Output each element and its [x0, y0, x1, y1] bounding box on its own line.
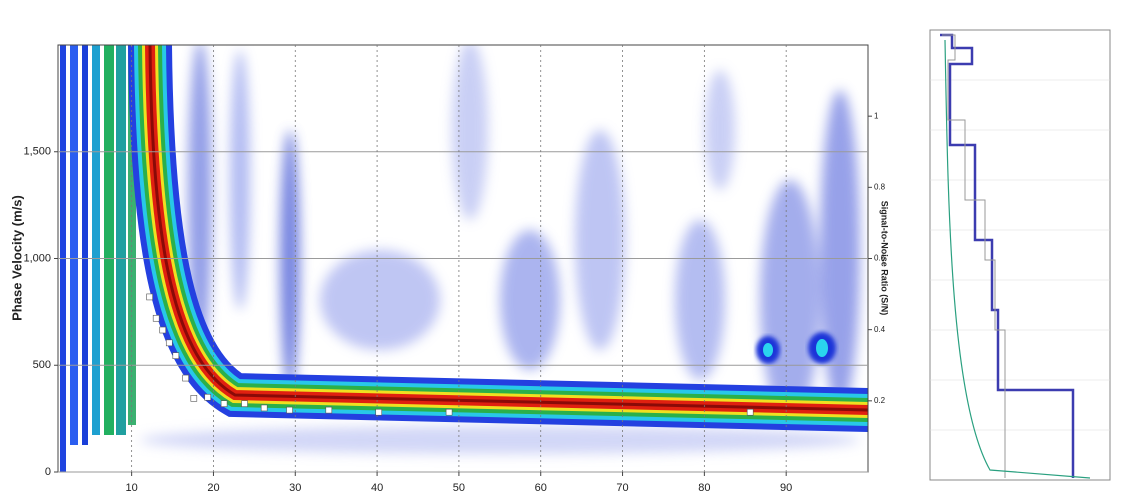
x-tick-label: 50: [453, 482, 465, 494]
pick-point: [747, 409, 753, 415]
x-tick-label: 90: [780, 482, 792, 494]
y2-tick-label: 0.8: [874, 182, 886, 191]
x-tick-label: 40: [371, 482, 383, 494]
pick-point: [147, 294, 153, 300]
chart: Phase Velocity (m/s) Signal-to-Noise Rat…: [0, 0, 1124, 502]
y2-tick-label: 0.6: [874, 254, 886, 263]
y2-tick-label: 0.2: [874, 396, 886, 405]
y-tick-label: 1,000: [23, 252, 51, 264]
dispersion-image: [58, 40, 868, 472]
pick-point: [173, 353, 179, 359]
pick-point: [205, 394, 211, 400]
x-tick-label: 70: [616, 482, 628, 494]
pick-point: [183, 375, 189, 381]
pick-point: [166, 340, 172, 346]
y2-tick-label: 0.4: [874, 325, 886, 334]
pick-point: [376, 409, 382, 415]
pick-point: [221, 401, 227, 407]
y-tick-label: 1,500: [23, 146, 51, 158]
x-tick-label: 60: [535, 482, 547, 494]
pick-point: [242, 401, 248, 407]
pick-point: [153, 315, 159, 321]
x-tick-label: 30: [289, 482, 301, 494]
x-tick-label: 10: [126, 482, 138, 494]
velocity-profile-panel: [930, 30, 1110, 480]
y-tick-label: 500: [33, 359, 51, 371]
y-tick-label: 0: [45, 466, 51, 478]
pick-point: [446, 409, 452, 415]
y-axis-label: Phase Velocity (m/s): [9, 195, 24, 321]
pick-point: [326, 407, 332, 413]
x-tick-label: 80: [698, 482, 710, 494]
pick-point: [287, 407, 293, 413]
pick-point: [191, 395, 197, 401]
pick-point: [160, 327, 166, 333]
pick-point: [261, 405, 267, 411]
x-tick-label: 20: [207, 482, 219, 494]
y2-tick-label: 1: [874, 111, 879, 120]
